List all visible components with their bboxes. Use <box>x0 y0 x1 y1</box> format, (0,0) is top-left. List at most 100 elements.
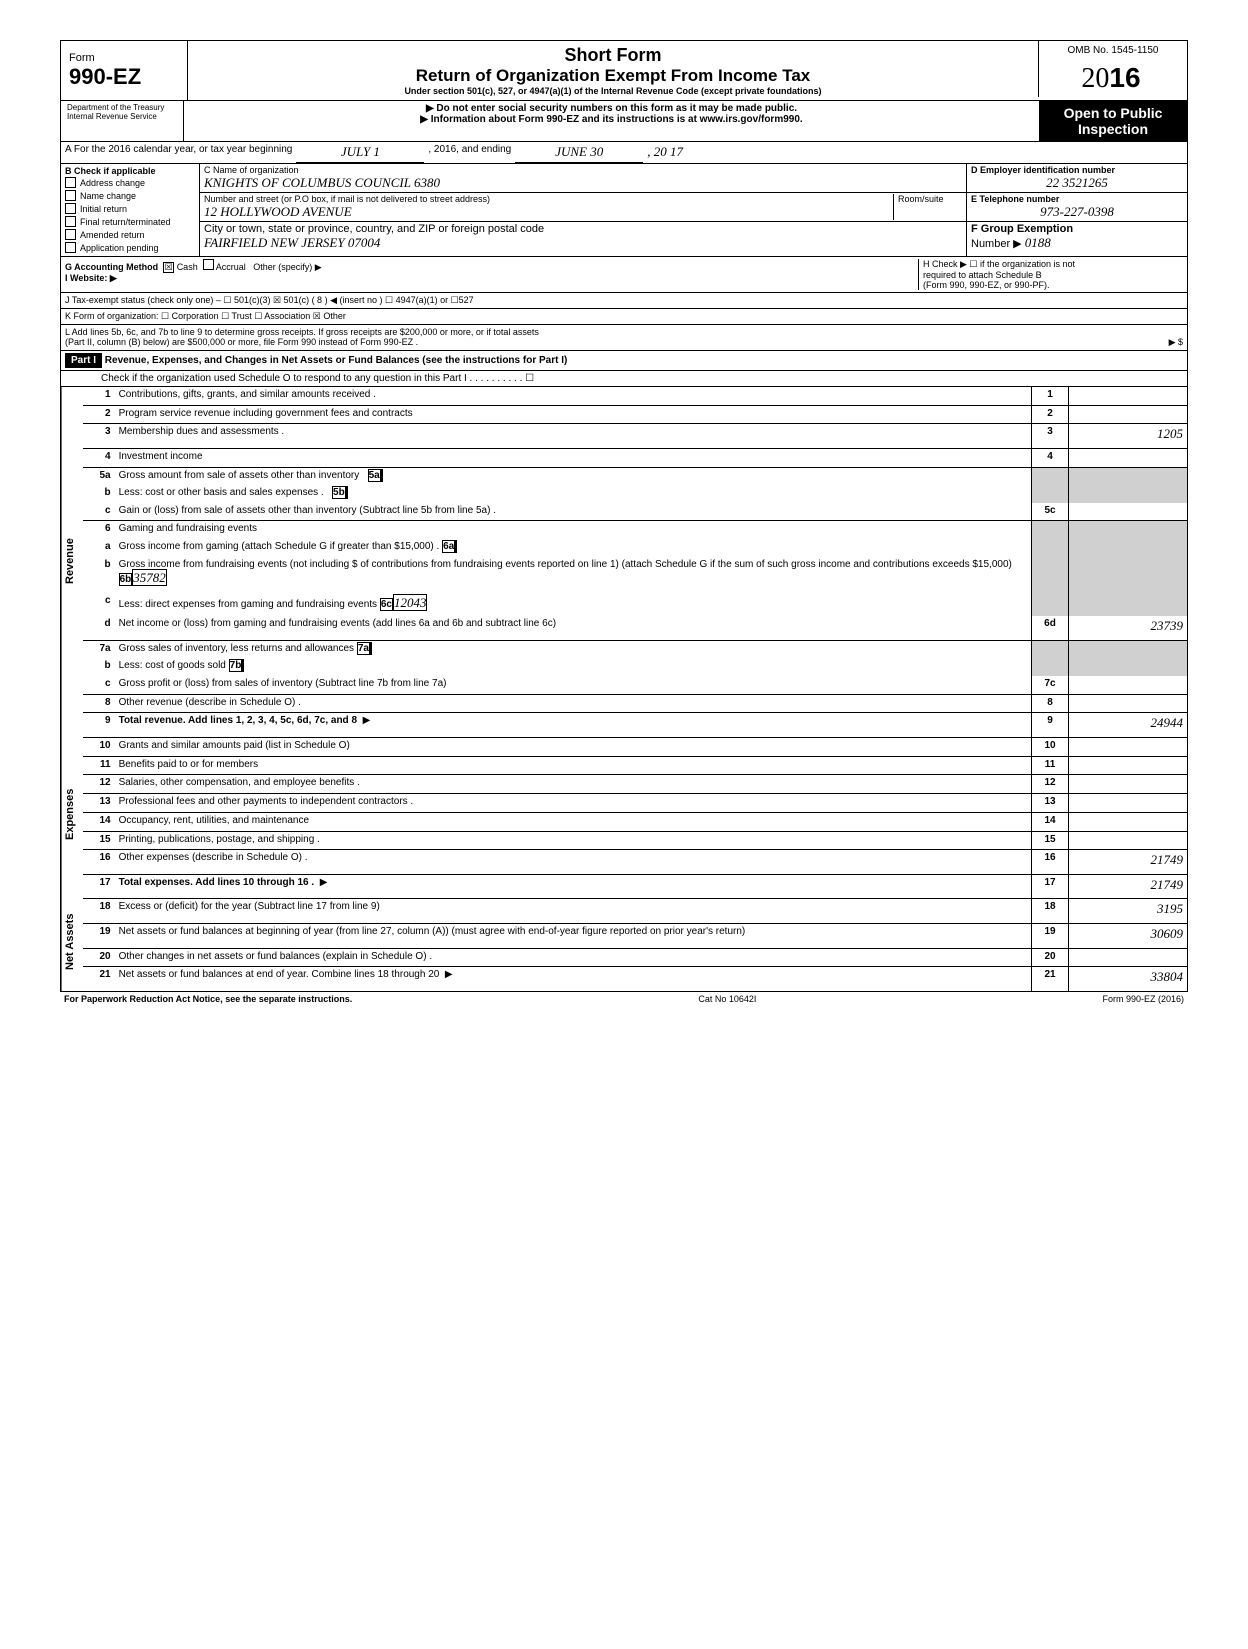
b2: Initial return <box>80 204 127 214</box>
title-cell: Short Form Return of Organization Exempt… <box>188 41 1038 100</box>
l-label2: (Part II, column (B) below) are $500,000… <box>65 337 418 348</box>
dept1: Department of the Treasury <box>67 103 177 112</box>
l10: Grants and similar amounts paid (list in… <box>115 737 1032 756</box>
i-label: I Website: ▶ <box>65 273 117 283</box>
a-end: JUNE 30 <box>515 142 643 163</box>
f-val: 0188 <box>1025 235 1051 250</box>
l18: Excess or (deficit) for the year (Subtra… <box>115 899 1032 924</box>
b1: Name change <box>80 191 136 201</box>
col-b: B Check if applicable Address change Nam… <box>61 164 200 256</box>
pra: For Paperwork Reduction Act Notice, see … <box>64 994 352 1004</box>
under-section: Under section 501(c), 527, or 4947(a)(1)… <box>196 86 1030 96</box>
l21: Net assets or fund balances at end of ye… <box>119 969 440 980</box>
year-cell: 2016 <box>1038 60 1183 97</box>
year-prefix: 20 <box>1081 63 1109 94</box>
l12: Salaries, other compensation, and employ… <box>115 775 1032 794</box>
l3: Membership dues and assessments . <box>115 424 1032 449</box>
e-label: E Telephone number <box>971 194 1059 204</box>
year-bold: 16 <box>1109 62 1140 93</box>
header-row: Form 990-EZ Short Form Return of Organiz… <box>61 41 1187 101</box>
l6b: Gross income from fundraising events (no… <box>119 559 1012 570</box>
h-label3: (Form 990, 990-EZ, or 990-PF). <box>923 280 1183 290</box>
cb-initial[interactable] <box>65 203 76 214</box>
side-revenue: Revenue <box>61 387 83 735</box>
form-990ez: Form 990-EZ Short Form Return of Organiz… <box>60 40 1188 992</box>
row-a: A For the 2016 calendar year, or tax yea… <box>61 142 1187 164</box>
side-netassets: Net Assets <box>61 893 83 991</box>
cb-name[interactable] <box>65 190 76 201</box>
cb-cash[interactable]: ☒ <box>163 262 174 273</box>
section-bcdef: B Check if applicable Address change Nam… <box>61 164 1187 257</box>
l16: Other expenses (describe in Schedule O) … <box>115 850 1032 875</box>
g-label: G Accounting Method <box>65 262 158 272</box>
c-addr-row: Number and street (or P.O box, if mail i… <box>200 193 966 222</box>
l16v: 21749 <box>1069 850 1188 875</box>
e-row: E Telephone number 973-227-0398 <box>967 193 1187 222</box>
b5: Application pending <box>80 243 159 253</box>
c-name-row: C Name of organization KNIGHTS OF COLUMB… <box>200 164 966 193</box>
l6: Gaming and fundraising events <box>115 521 1032 539</box>
row-l: L Add lines 5b, 6c, and 7b to line 9 to … <box>61 325 1187 351</box>
l7a: Gross sales of inventory, less returns a… <box>119 643 354 654</box>
dept-cell: Department of the Treasury Internal Reve… <box>61 101 184 141</box>
c-addr-label: Number and street (or P.O box, if mail i… <box>204 194 893 204</box>
l6c: Less: direct expenses from gaming and fu… <box>119 599 377 610</box>
l-label: L Add lines 5b, 6c, and 7b to line 9 to … <box>65 327 1183 337</box>
l7b: Less: cost of goods sold <box>119 660 226 671</box>
l1: Contributions, gifts, grants, and simila… <box>115 387 1032 405</box>
l9v: 24944 <box>1069 713 1188 738</box>
c-addr: 12 HOLLYWOOD AVENUE <box>204 204 893 220</box>
c-city-label: City or town, state or province, country… <box>204 223 962 235</box>
e-val: 973-227-0398 <box>971 204 1183 220</box>
form-prefix: Form <box>69 52 179 64</box>
col-c: C Name of organization KNIGHTS OF COLUMB… <box>200 164 967 256</box>
d-val: 22 3521265 <box>971 175 1183 191</box>
dept2: Internal Revenue Service <box>67 112 177 121</box>
part1-check: Check if the organization used Schedule … <box>61 371 1187 387</box>
cb-address[interactable] <box>65 177 76 188</box>
cb-amended[interactable] <box>65 229 76 240</box>
cb-accrual[interactable] <box>203 259 214 270</box>
f-label2: Number ▶ <box>971 238 1022 250</box>
l19v: 30609 <box>1069 924 1188 949</box>
cb-final[interactable] <box>65 216 76 227</box>
l2: Program service revenue including govern… <box>115 405 1032 424</box>
footer: For Paperwork Reduction Act Notice, see … <box>60 992 1188 1006</box>
line-table: 1Contributions, gifts, grants, and simil… <box>83 387 1187 991</box>
cat: Cat No 10642I <box>698 994 756 1004</box>
l-arrow: ▶ $ <box>1169 337 1183 348</box>
c-city: FAIRFIELD NEW JERSEY 07004 <box>204 235 962 251</box>
l17v: 21749 <box>1069 874 1188 899</box>
l3v: 1205 <box>1069 424 1188 449</box>
f-label: F Group Exemption <box>971 223 1073 235</box>
l9: Total revenue. Add lines 1, 2, 3, 4, 5c,… <box>119 715 357 726</box>
a-begin: JULY 1 <box>296 142 424 163</box>
l6cv: 12043 <box>393 594 428 611</box>
l7c: Gross profit or (loss) from sales of inv… <box>115 676 1032 694</box>
side-col: Revenue Expenses Net Assets <box>61 387 83 991</box>
part1-title: Revenue, Expenses, and Changes in Net As… <box>105 355 568 366</box>
warn1: ▶ Do not enter social security numbers o… <box>186 103 1037 114</box>
form-number-cell: Form 990-EZ <box>61 41 188 100</box>
cb-pending[interactable] <box>65 242 76 253</box>
header-row-2: Department of the Treasury Internal Reve… <box>61 101 1187 142</box>
part1-header: Part I <box>65 353 102 368</box>
a-mid: , 2016, and ending <box>424 142 515 163</box>
j-label: J Tax-exempt status (check only one) – ☐… <box>65 295 474 306</box>
l4: Investment income <box>115 448 1032 467</box>
col-de: D Employer identification number 22 3521… <box>967 164 1187 256</box>
side-expenses: Expenses <box>61 735 83 893</box>
b4: Amended return <box>80 230 145 240</box>
row-j: J Tax-exempt status (check only one) – ☐… <box>61 293 1187 309</box>
form-number: 990-EZ <box>69 64 179 90</box>
l6dv: 23739 <box>1069 616 1188 640</box>
part1-row: Part I Revenue, Expenses, and Changes in… <box>61 351 1187 371</box>
row-k: K Form of organization: ☐ Corporation ☐ … <box>61 309 1187 325</box>
short-form: Short Form <box>196 45 1030 66</box>
l18v: 3195 <box>1069 899 1188 924</box>
omb: OMB No. 1545-1150 <box>1038 41 1187 60</box>
h-label: H Check ▶ ☐ if the organization is not <box>923 259 1183 270</box>
l5b: Less: cost or other basis and sales expe… <box>119 487 324 498</box>
c-label: C Name of organization <box>204 165 962 175</box>
open-public: Open to Public Inspection <box>1039 101 1187 141</box>
